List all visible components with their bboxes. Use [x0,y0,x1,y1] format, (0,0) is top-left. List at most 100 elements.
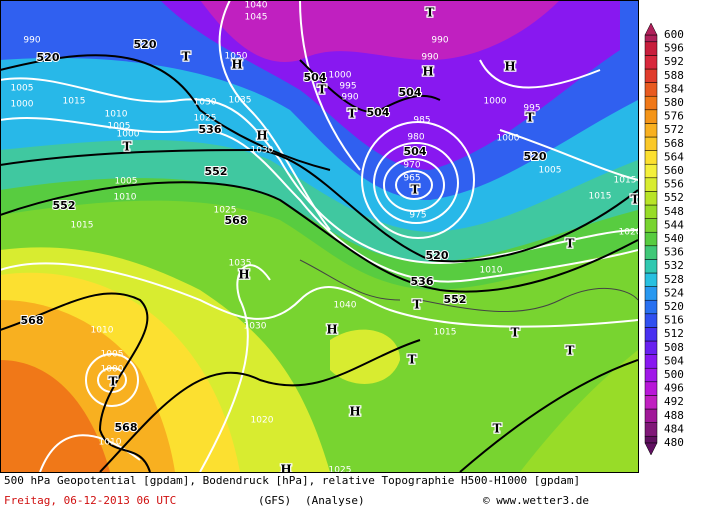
pressure-label: 980 [407,133,424,143]
geopotential-label: 504 [399,86,422,99]
pressure-label: 990 [341,93,358,103]
pressure-label: 990 [23,36,40,46]
legend-swatch [644,381,658,396]
pressure-label: 1015 [614,176,637,186]
legend-label: 480 [664,436,684,449]
pressure-label: 1025 [329,466,352,476]
pressure-center-marker: H [238,268,249,282]
legend-label: 572 [664,123,684,136]
pressure-label: 1010 [114,193,137,203]
legend-swatch [644,218,658,233]
pressure-label: 985 [413,116,430,126]
pressure-label: 1030 [244,322,267,332]
geopotential-label: 504 [404,145,427,158]
map: 1040104510501035103010251030101010051000… [0,0,638,477]
legend-swatch [644,422,658,437]
pressure-center-marker: H [349,405,360,419]
pressure-center-marker: T [493,422,502,436]
legend-swatch [644,109,658,124]
legend-label: 524 [664,286,684,299]
geopotential-label: 552 [53,199,76,212]
pressure-center-marker: T [566,344,575,358]
pressure-label: 1025 [194,114,217,124]
geopotential-label: 536 [199,123,222,136]
legend-label: 532 [664,259,684,272]
legend-label: 600 [664,28,684,41]
pressure-label: 975 [409,211,426,221]
pressure-center-marker: T [511,326,520,340]
pressure-label: 1005 [115,177,138,187]
pressure-label: 1000 [484,97,507,107]
legend-arrow-bottom [644,442,658,456]
legend-swatch [644,68,658,83]
legend-swatch [644,299,658,315]
pressure-center-marker: H [504,60,515,74]
legend-label: 560 [664,164,684,177]
geopotential-label: 552 [444,293,467,306]
pressure-label: 1015 [71,221,94,231]
pressure-label: 1010 [99,438,122,448]
legend-label: 580 [664,96,684,109]
pressure-center-marker: T [318,83,327,97]
footer-date: Freitag, 06-12-2013 06 UTC [4,494,176,507]
legend-label: 528 [664,273,684,286]
pressure-label: 1010 [105,110,128,120]
pressure-label: 990 [421,53,438,63]
pressure-label: 1005 [108,122,131,132]
legend-label: 540 [664,232,684,245]
pressure-center-marker: T [109,375,118,389]
legend-arrow-top [644,22,658,36]
pressure-label: 990 [431,36,448,46]
legend-swatch [644,123,658,138]
footer-description: 500 hPa Geopotential [gpdam], Bodendruck… [4,474,580,487]
geopotential-label: 568 [115,421,138,434]
legend-label: 484 [664,422,684,435]
geopotential-label: 520 [134,38,157,51]
pressure-label: 1020 [251,416,274,426]
legend-label: 592 [664,55,684,68]
color-legend: 4804844884924965005045085125165205245285… [644,22,684,456]
pressure-label: 1025 [214,206,237,216]
pressure-center-marker: T [348,107,357,121]
pressure-label: 1045 [245,13,268,23]
legend-label: 596 [664,42,684,55]
pressure-center-marker: H [231,58,242,72]
pressure-center-marker: H [326,323,337,337]
pressure-label: 975 [403,148,420,158]
pressure-center-marker: H [256,129,267,143]
legend-label: 544 [664,218,684,231]
pressure-center-marker: T [526,111,535,125]
legend-label: 568 [664,137,684,150]
geopotential-label: 520 [524,150,547,163]
pressure-label: 1000 [11,100,34,110]
pressure-center-marker: T [182,50,191,64]
legend-swatch [644,340,658,355]
legend-swatch [644,259,658,274]
legend-label: 516 [664,314,684,327]
geopotential-label: 504 [304,71,327,84]
pressure-label: 1015 [434,328,457,338]
pressure-label: 1030 [251,146,274,156]
geopotential-label: 520 [426,249,449,262]
legend-label: 488 [664,409,684,422]
pressure-label: 1000 [101,365,124,375]
geopotential-label: 520 [37,51,60,64]
legend-swatch [644,327,658,342]
pressure-label: 1000 [497,134,520,144]
legend-swatch [644,245,658,260]
pressure-center-marker: T [408,353,417,367]
legend-label: 520 [664,300,684,313]
pressure-center-marker: T [411,183,420,197]
pressure-center-marker: H [422,65,433,79]
geopotential-label: 552 [205,165,228,178]
pressure-label: 1030 [194,98,217,108]
pressure-label: 1000 [117,130,140,140]
pressure-label: 1000 [329,71,352,81]
legend-swatch [644,41,658,56]
legend-label: 556 [664,178,684,191]
pressure-center-marker: H [280,463,291,477]
legend-label: 588 [664,69,684,82]
legend-label: 500 [664,368,684,381]
pressure-center-marker: T [413,298,422,312]
geopotential-label: 504 [367,106,390,119]
